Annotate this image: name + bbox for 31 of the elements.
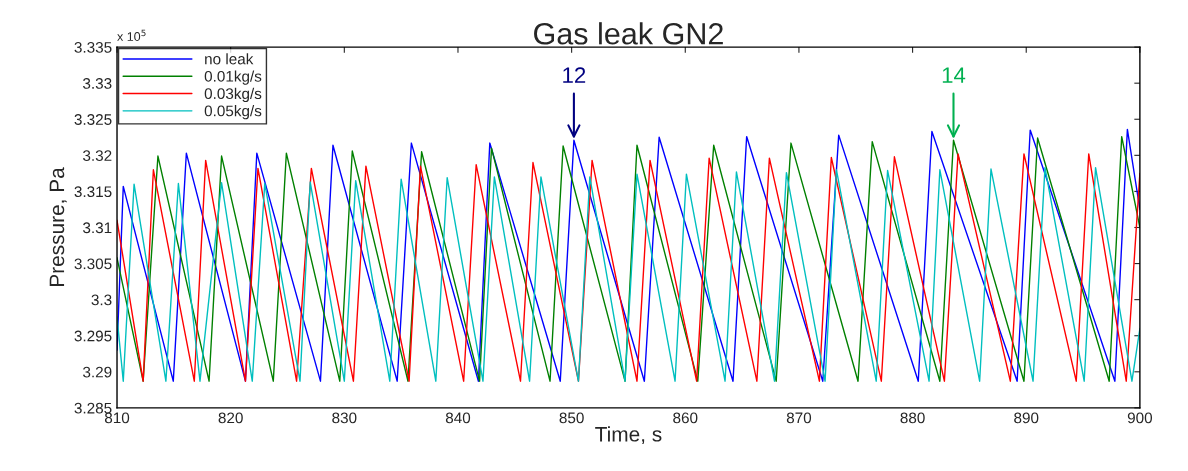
- y-tick-label: 3.335: [74, 41, 112, 53]
- y-tick-label: 3.315: [74, 186, 112, 198]
- y-tick-label: 3.285: [74, 402, 112, 414]
- legend-label: 0.05kg/s: [204, 105, 262, 120]
- y-tick-label: 3.3: [91, 294, 112, 306]
- y-tick-label: 3.33: [83, 78, 112, 89]
- annotation: 14: [942, 67, 966, 83]
- x-tick-label: 830: [332, 412, 357, 424]
- y-axis-title: Pressure, Pa: [49, 167, 67, 286]
- y-tick-label: 3.32: [83, 150, 112, 162]
- legend-label: 0.03kg/s: [204, 87, 262, 103]
- x-tick-label: 890: [1014, 412, 1039, 424]
- chart-title: Gas leak GN2: [534, 22, 723, 45]
- x-tick-label: 880: [900, 412, 925, 424]
- y-tick-label: 3.325: [74, 114, 112, 125]
- y-tick-label: 3.295: [74, 330, 112, 342]
- x-tick-label: 900: [1127, 412, 1153, 424]
- legend-label: 0.01kg/s: [204, 70, 262, 85]
- x-tick-label: 860: [673, 412, 698, 424]
- x-tick-label: 870: [786, 412, 812, 424]
- legend-label: no leak: [205, 53, 254, 65]
- x-tick-label: 850: [559, 412, 584, 424]
- y-tick-label: 3.305: [74, 258, 112, 270]
- text: x 10$^{5}$: [117, 29, 146, 41]
- x-tick-label: 810: [104, 412, 130, 424]
- annotation: 12: [563, 67, 586, 83]
- y-tick-label: 3.31: [83, 222, 112, 234]
- x-tick-label: 840: [445, 412, 471, 424]
- x-tick-label: 820: [218, 412, 243, 424]
- y-tick-label: 3.29: [83, 366, 112, 378]
- x-axis-title: Time, s: [595, 426, 662, 445]
